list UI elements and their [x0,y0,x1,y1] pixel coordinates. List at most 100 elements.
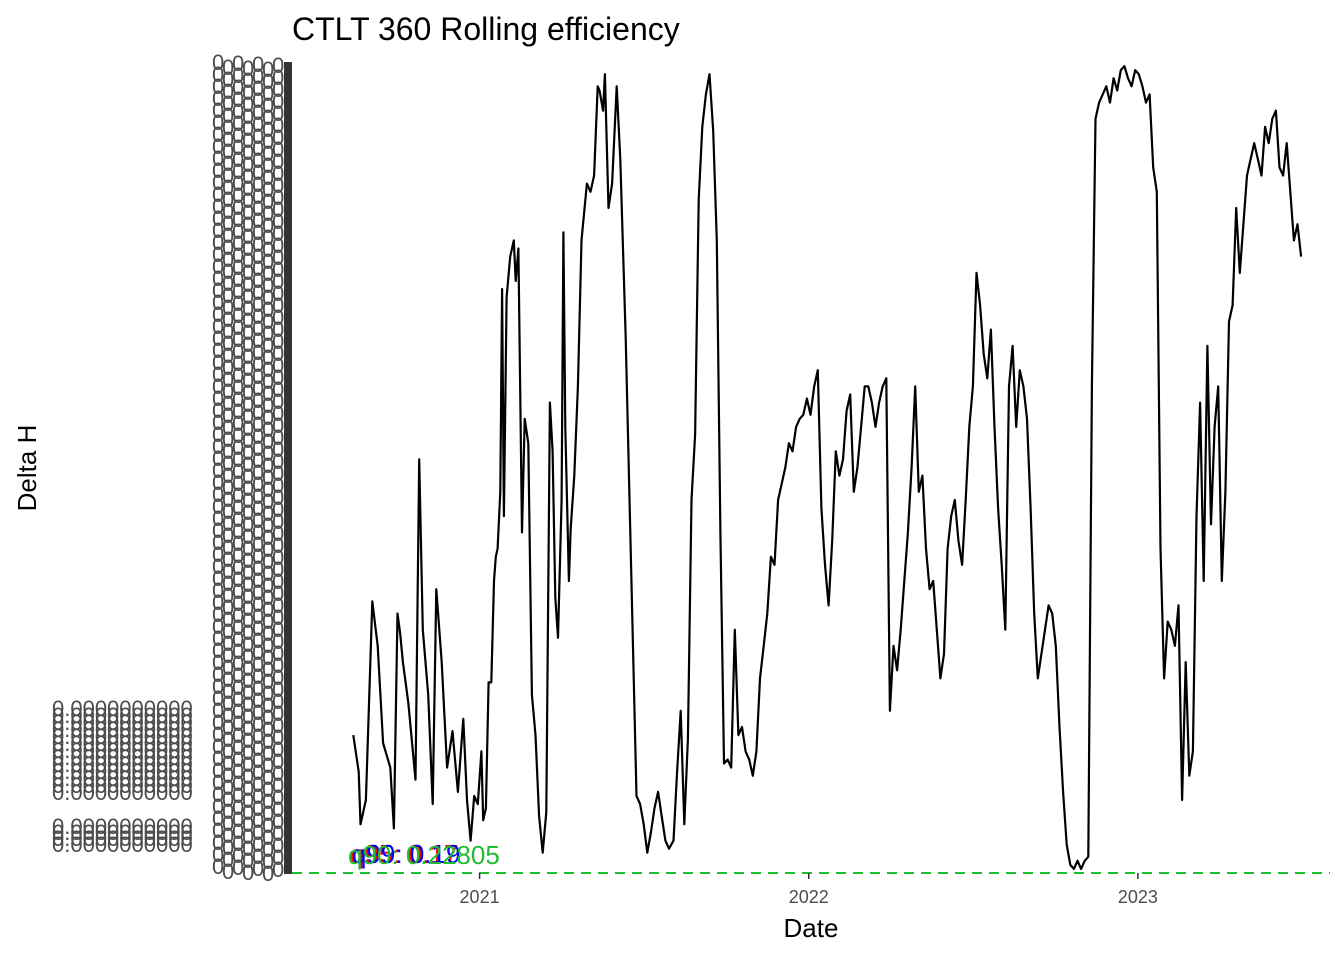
overlapping-y-tick-label: 0 [242,332,254,357]
overlapping-y-tick-label: 0 [262,261,274,286]
overlapping-y-tick-label: 0.0000000000 [52,766,193,791]
overlapping-y-tick-label: 0 [212,710,224,735]
overlapping-y-tick-label: 0 [212,362,224,387]
overlapping-y-tick-label: 0 [232,639,244,664]
overlapping-y-tick-label: 0 [212,626,224,651]
overlapping-y-tick-label: 0 [212,662,224,687]
overlapping-y-tick-label: 0 [212,302,224,327]
overlapping-y-tick-label: 0 [232,99,244,124]
overlapping-y-tick-label: 0 [212,554,224,579]
overlapping-y-tick-label: 0 [242,524,254,549]
overlapping-y-tick-label: 0 [232,759,244,784]
overlapping-y-tick-label: 0 [242,224,254,249]
overlapping-y-tick-label: 0 [252,412,264,437]
overlapping-y-tick-label: 0 [272,125,284,150]
overlapping-y-tick-label: 0 [212,470,224,495]
overlapping-y-tick-label: 0 [212,722,224,747]
overlapping-y-tick-label: 0 [222,499,234,524]
overlapping-y-tick-label: 0 [242,92,254,117]
overlapping-y-tick-label: 0 [252,640,264,665]
overlapping-y-tick-label: 0 [252,820,264,845]
overlapping-y-tick-label: 0 [212,806,224,831]
overlapping-y-tick-label: 0 [272,713,284,738]
overlapping-y-tick-label: 0 [242,860,254,885]
overlapping-y-tick-label: 0 [252,436,264,461]
overlapping-y-tick-label: 0 [232,183,244,208]
overlapping-y-tick-label: 0 [222,439,234,464]
overlapping-y-tick-label: 0 [272,689,284,714]
overlapping-y-tick-label: 0 [262,225,274,250]
overlapping-y-tick-label: 0 [242,560,254,585]
overlapping-y-tick-label: 0 [272,377,284,402]
overlapping-y-tick-label: 0 [212,830,224,855]
overlapping-y-tick-label: 0 [272,665,284,690]
overlapping-y-tick-label: 0 [222,367,234,392]
overlapping-y-tick-label: 0 [252,616,264,641]
series-line [352,65,1303,870]
overlapping-y-tick-label: 0 [212,398,224,423]
overlapping-y-tick-label: 0 [252,628,264,653]
y-axis-bar [284,62,292,874]
overlapping-y-tick-label: 0 [272,317,284,342]
overlapping-y-tick-label: 0 [212,746,224,771]
overlapping-y-tick-label: 0 [232,447,244,472]
overlapping-y-tick-label: 0 [212,62,224,87]
overlapping-y-tick-label: 0 [242,380,254,405]
quantile-label: q99: 0.19 [352,839,460,869]
overlapping-y-tick-label: 0 [212,110,224,135]
overlapping-y-tick-label: 0 [222,823,234,848]
overlapping-y-tick-label: 0 [212,278,224,303]
overlapping-y-tick-label: 0 [262,525,274,550]
overlapping-y-tick-label: 0 [262,549,274,574]
overlapping-y-tick-label: 0 [262,285,274,310]
overlapping-y-tick-label: 0 [252,664,264,689]
overlapping-y-tick-label: 0.0000000000 [52,717,193,742]
overlapping-y-tick-label: 0 [242,164,254,189]
chart-title: CTLT 360 Rolling efficiency [292,11,680,47]
overlapping-y-tick-label: 0 [242,104,254,129]
overlapping-y-tick-label: 0 [232,543,244,568]
overlapping-y-tick-label: 0 [212,734,224,759]
overlapping-y-tick-label: 0 [212,770,224,795]
overlapping-y-tick-label: 0 [252,352,264,377]
overlapping-y-tick-label: 0 [222,847,234,872]
overlapping-y-tick-label: 0 [222,295,234,320]
overlapping-y-tick-label: 0 [212,266,224,291]
overlapping-y-tick-label: 0 [262,501,274,526]
overlapping-y-tick-label: 0 [242,776,254,801]
overlapping-y-tick-label: 0 [222,607,234,632]
overlapping-y-tick-label: 0 [252,652,264,677]
overlapping-y-tick-label: 0 [272,797,284,822]
overlapping-y-tick-label: 0 [242,404,254,429]
overlapping-y-tick-label: 0 [252,208,264,233]
x-tick-label: 2023 [1118,887,1158,907]
overlapping-y-tick-label: 0 [232,411,244,436]
overlapping-y-tick-label: 0 [212,854,224,879]
overlapping-y-tick-label: 0 [262,165,274,190]
overlapping-y-tick-label: 0 [262,405,274,430]
overlapping-y-tick-label: 0 [262,189,274,214]
overlapping-y-tick-label: 0 [272,413,284,438]
y-axis-overlapping-tick-labels: 0000000000000000000000000000000000000000… [52,50,284,886]
overlapping-y-tick-label: 0 [272,701,284,726]
overlapping-y-tick-label: 0 [232,795,244,820]
overlapping-y-tick-label: 0 [212,314,224,339]
overlapping-y-tick-label: 0 [242,68,254,93]
overlapping-y-tick-label: 0 [252,712,264,737]
overlapping-y-tick-label: 0 [242,836,254,861]
overlapping-y-tick-label: 0 [262,837,274,862]
overlapping-y-tick-label: 0 [242,548,254,573]
overlapping-y-tick-label: 0 [222,679,234,704]
overlapping-y-tick-label: 0 [232,663,244,688]
overlapping-y-tick-label: 0 [262,81,274,106]
overlapping-y-tick-label: 0 [242,260,254,285]
overlapping-y-tick-label: 0 [242,392,254,417]
overlapping-y-tick-label: 0 [262,321,274,346]
overlapping-y-tick-label: 0 [262,813,274,838]
overlapping-y-tick-label: 0 [262,345,274,370]
overlapping-y-tick-label: 0 [222,355,234,380]
overlapping-y-tick-label: 0 [212,818,224,843]
overlapping-y-tick-label: 0 [212,614,224,639]
overlapping-y-tick-label: 0 [232,423,244,448]
overlapping-y-tick-label: 0 [242,440,254,465]
